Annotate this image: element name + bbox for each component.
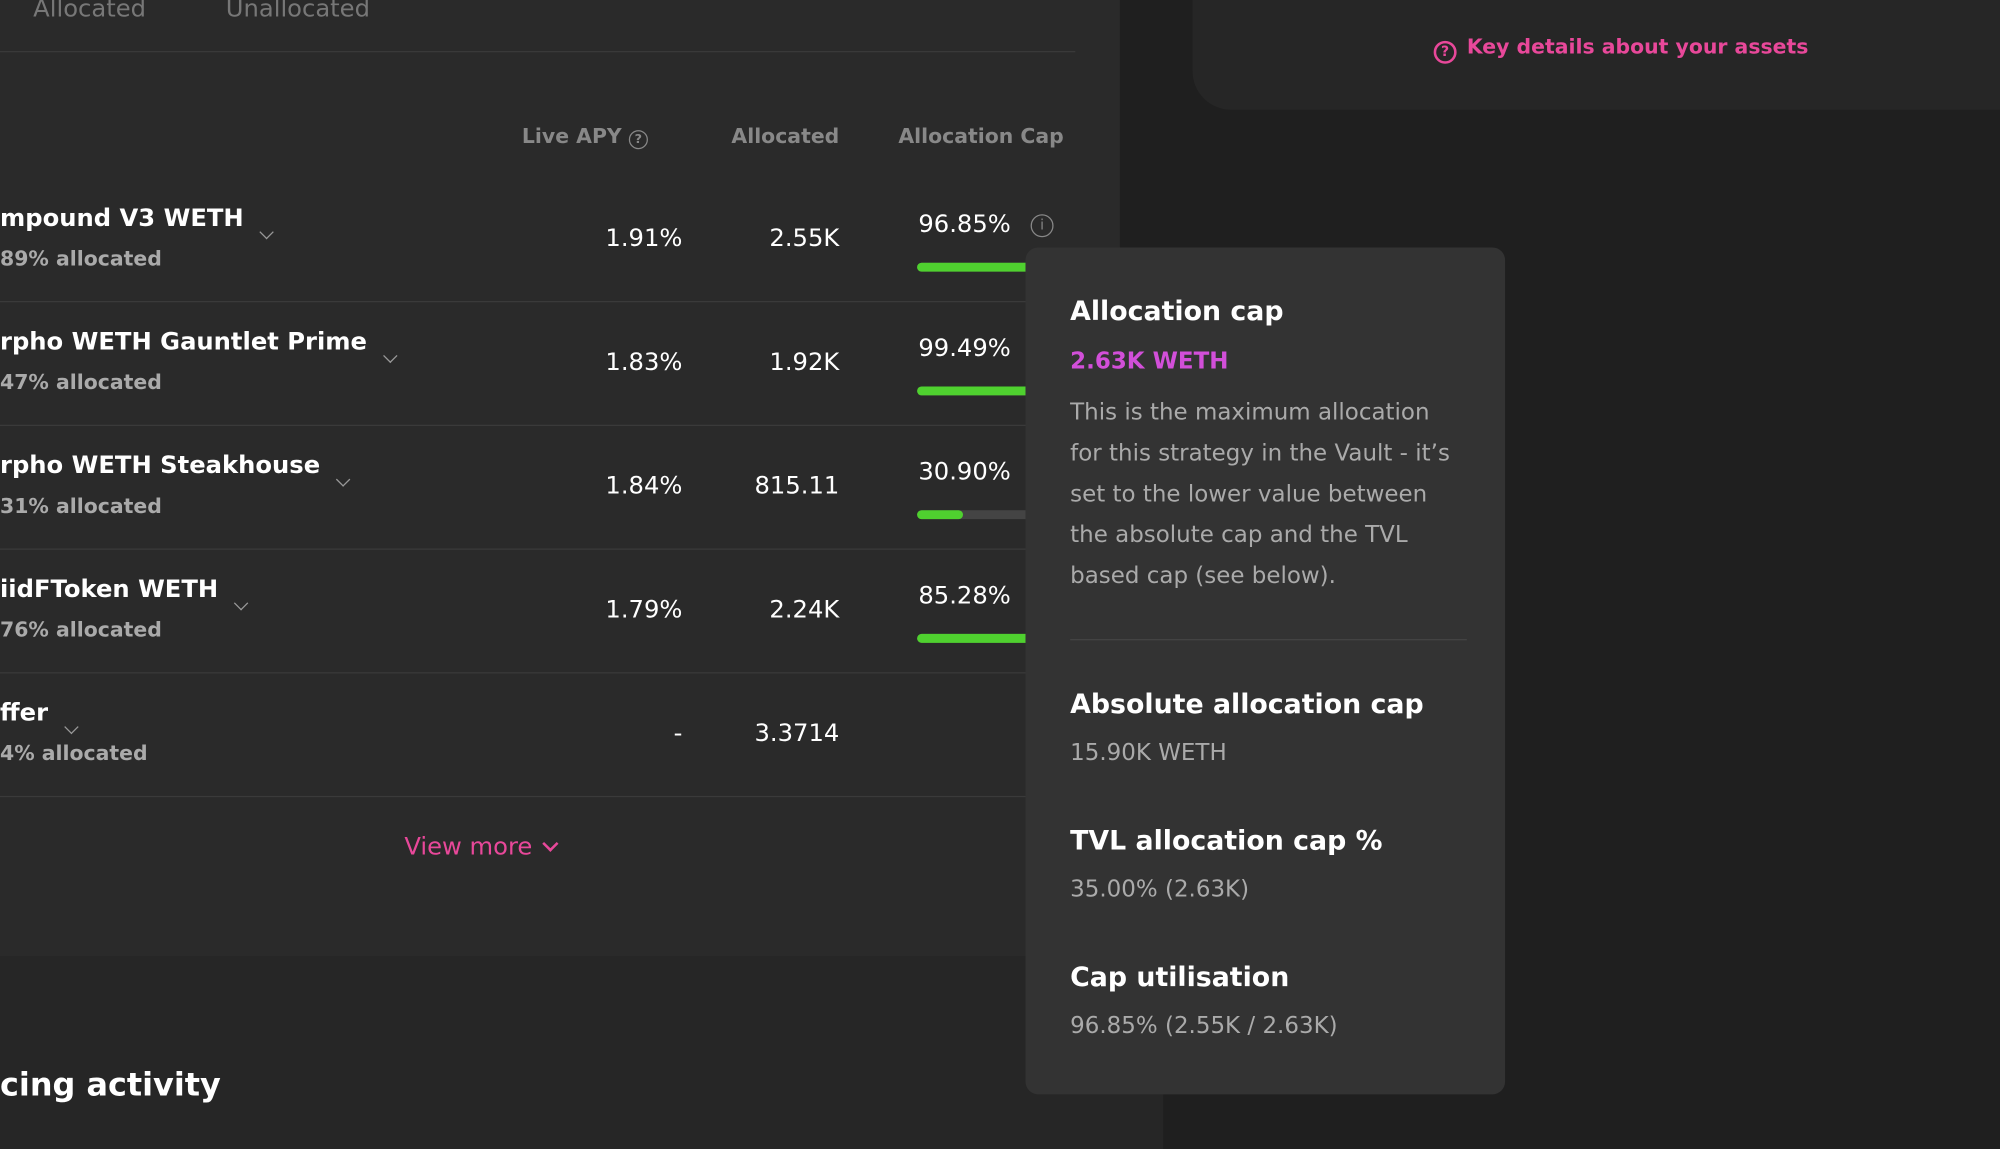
cap-percent: 30.90% [918, 457, 1011, 486]
activity-panel [0, 956, 1164, 1149]
detail-label: Absolute allocation cap [1070, 688, 1424, 720]
row-subtitle: 31% allocated [0, 493, 162, 518]
column-header: Live APY ? [522, 124, 648, 150]
view-more[interactable]: View more [404, 832, 559, 861]
header-text: Live APY [521, 123, 622, 148]
key-details-link[interactable]: ? Key details about your assets [1433, 34, 1809, 64]
tooltip-description: This is the maximum allocation for this … [1070, 399, 1450, 590]
detail-label: Cap utilisation [1070, 961, 1290, 993]
live-apy: 1.79% [605, 595, 683, 624]
live-apy: 1.83% [605, 348, 683, 377]
divider [1070, 639, 1467, 641]
column-header: Allocation Cap [898, 123, 1064, 148]
live-apy: 1.84% [605, 471, 683, 500]
tooltip-value: 2.63K WETH [1070, 348, 1229, 375]
row-name: rpho WETH Steakhouse [0, 451, 321, 480]
row-divider [0, 548, 1076, 550]
view-more-text: View more [404, 832, 533, 861]
tooltip: Allocation cap 2.63K WETH This is the ma… [1025, 247, 1506, 1095]
tooltip-title: Allocation cap [1070, 295, 1284, 327]
allocated-amount: 1.92K [769, 348, 840, 377]
link-text: Key details about your assets [1466, 34, 1809, 59]
cap-bar [917, 510, 963, 520]
live-apy: - [673, 719, 683, 748]
detail-value: 96.85% (2.55K / 2.63K) [1070, 1012, 1338, 1040]
cap-bar [917, 386, 1064, 396]
section-title: cing activity [0, 1066, 221, 1104]
row-divider [0, 424, 1076, 427]
cap-percent: 85.28% [918, 581, 1011, 610]
cap-bar [917, 633, 1043, 643]
row-name: mpound V3 WETH [0, 204, 244, 233]
allocated-amount: 2.24K [769, 595, 840, 624]
details-card [1192, 0, 2000, 110]
cap-percent: 99.49% [918, 334, 1011, 363]
allocation-panel [0, 0, 1120, 957]
detail-value: 15.90K WETH [1070, 739, 1227, 767]
cap-percent: 96.85% [918, 210, 1011, 239]
row-name: ffer [0, 698, 49, 728]
column-header: Allocated [731, 123, 840, 148]
divider [0, 51, 1076, 53]
detail-value: 35.00% (2.63K) [1070, 876, 1250, 904]
row-subtitle: 76% allocated [0, 617, 162, 642]
row-divider [0, 672, 1076, 674]
row-divider [0, 301, 1076, 303]
cap-bar [917, 262, 1060, 272]
detail-label: TVL allocation cap % [1070, 825, 1383, 856]
tab[interactable]: Unallocated [225, 0, 370, 23]
row-name: rpho WETH Gauntlet Prime [0, 327, 367, 356]
allocated-amount: 815.11 [754, 471, 840, 500]
row-subtitle: 4% allocated [0, 741, 148, 766]
allocated-amount: 3.3714 [754, 719, 840, 748]
row-divider [0, 795, 1076, 798]
live-apy: 1.91% [605, 224, 683, 253]
cap-bar-track [917, 510, 1064, 520]
tab[interactable]: Allocated [33, 0, 147, 23]
allocated-amount: 2.55K [769, 224, 840, 253]
row-subtitle: 89% allocated [0, 246, 162, 271]
row-subtitle: 47% allocated [0, 369, 162, 395]
info-icon: i [1030, 214, 1054, 238]
row-name: iidFToken WETH [0, 575, 219, 604]
